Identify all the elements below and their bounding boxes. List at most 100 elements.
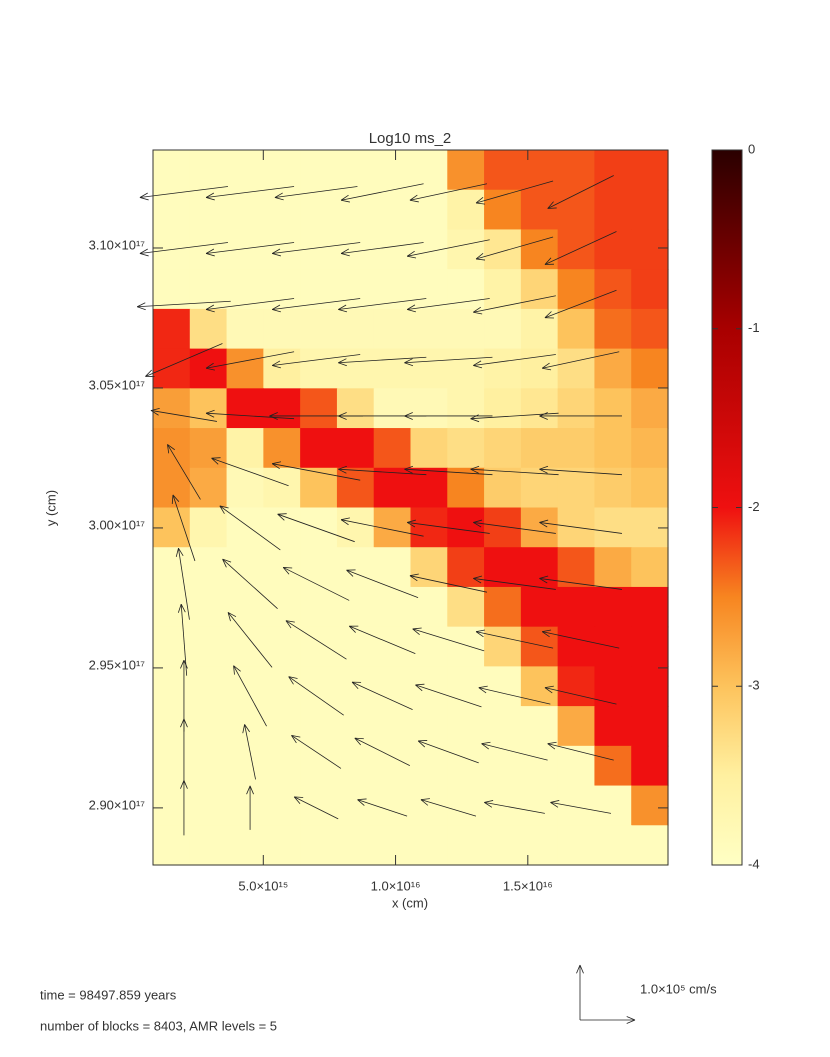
heat-cell [153,428,190,468]
velocity-arrow-head [212,458,221,459]
y-tick-label: 3.05×10¹⁷ [89,377,146,392]
heat-cell [263,190,300,230]
heat-cell [263,468,300,508]
heat-cell [263,627,300,667]
heat-cell [558,388,595,428]
heat-cell [263,547,300,587]
heat-cell [631,468,668,508]
velocity-arrow-head [140,253,149,255]
heat-cell [411,627,448,667]
heat-cell [594,190,631,230]
heat-cell [594,150,631,190]
heat-cell [337,309,374,349]
reference-label: 1.0×10⁵ cm/s [640,981,717,996]
heat-cell [263,666,300,706]
heat-cell [300,825,337,865]
heat-cell [190,587,227,627]
heat-cell [558,190,595,230]
heat-cell [558,666,595,706]
heat-cell [263,388,300,428]
heat-cell [300,190,337,230]
heat-cell [521,229,558,269]
heat-cell [374,190,411,230]
heat-cell [190,508,227,548]
heat-cell [190,229,227,269]
heat-cell [153,587,190,627]
heat-cell [337,508,374,548]
heat-cell [484,150,521,190]
heat-cell [447,666,484,706]
heat-cell [447,309,484,349]
heat-cell [300,587,337,627]
heat-cell [374,309,411,349]
heat-cell [300,706,337,746]
heat-cell [227,349,264,389]
heat-cell [153,150,190,190]
heat-cell [594,547,631,587]
heat-cell [337,428,374,468]
heat-cell [521,428,558,468]
heat-cell [337,150,374,190]
heat-cell [631,746,668,786]
heat-cell [227,825,264,865]
heat-cell [631,309,668,349]
x-tick-label: 5.0×10¹⁵ [238,878,288,893]
heat-cell [558,746,595,786]
heat-cell [190,388,227,428]
heat-cell [374,269,411,309]
heat-cell [558,150,595,190]
footer-blocks: number of blocks = 8403, AMR levels = 5 [40,1018,277,1033]
velocity-arrow-head [294,797,303,798]
heat-cell [374,627,411,667]
heat-cell [484,627,521,667]
heat-cell [374,388,411,428]
heat-cell [190,309,227,349]
heat-cell [484,229,521,269]
heat-cell [227,229,264,269]
heat-cell [484,547,521,587]
colorbar-tick-label: -4 [748,856,760,871]
heat-cell [263,309,300,349]
colorbar-tick-label: -2 [748,499,760,514]
velocity-arrow-head [548,208,557,209]
heat-cell [300,150,337,190]
heat-cell [227,269,264,309]
heat-cell [558,349,595,389]
heat-cell [631,190,668,230]
velocity-arrow-head [283,567,292,568]
heat-cell [558,468,595,508]
heat-cell [521,825,558,865]
heat-cell [374,825,411,865]
heat-cell [521,388,558,428]
velocity-arrow-head [137,307,145,310]
heat-cell [558,587,595,627]
heat-cell [337,269,374,309]
heat-cell [594,269,631,309]
velocity-arrow-head [355,738,364,739]
heat-cell [558,627,595,667]
heat-cell [190,825,227,865]
heat-cell [558,706,595,746]
heat-cell [594,388,631,428]
heat-cell [594,428,631,468]
heat-cell [300,468,337,508]
heat-cell [484,349,521,389]
heat-cell [484,309,521,349]
heat-cell [337,627,374,667]
heat-cell [631,150,668,190]
heat-cell [558,786,595,826]
heat-cell [447,388,484,428]
heat-cell [227,508,264,548]
heat-cell [153,269,190,309]
reference-arrow-head [576,965,580,973]
heat-cell [190,786,227,826]
heat-cell [337,746,374,786]
heat-cell [300,309,337,349]
heat-cell [411,706,448,746]
heat-cell [594,786,631,826]
heat-cell [447,428,484,468]
heat-cell [190,547,227,587]
heat-cell [594,508,631,548]
heat-cell [153,547,190,587]
